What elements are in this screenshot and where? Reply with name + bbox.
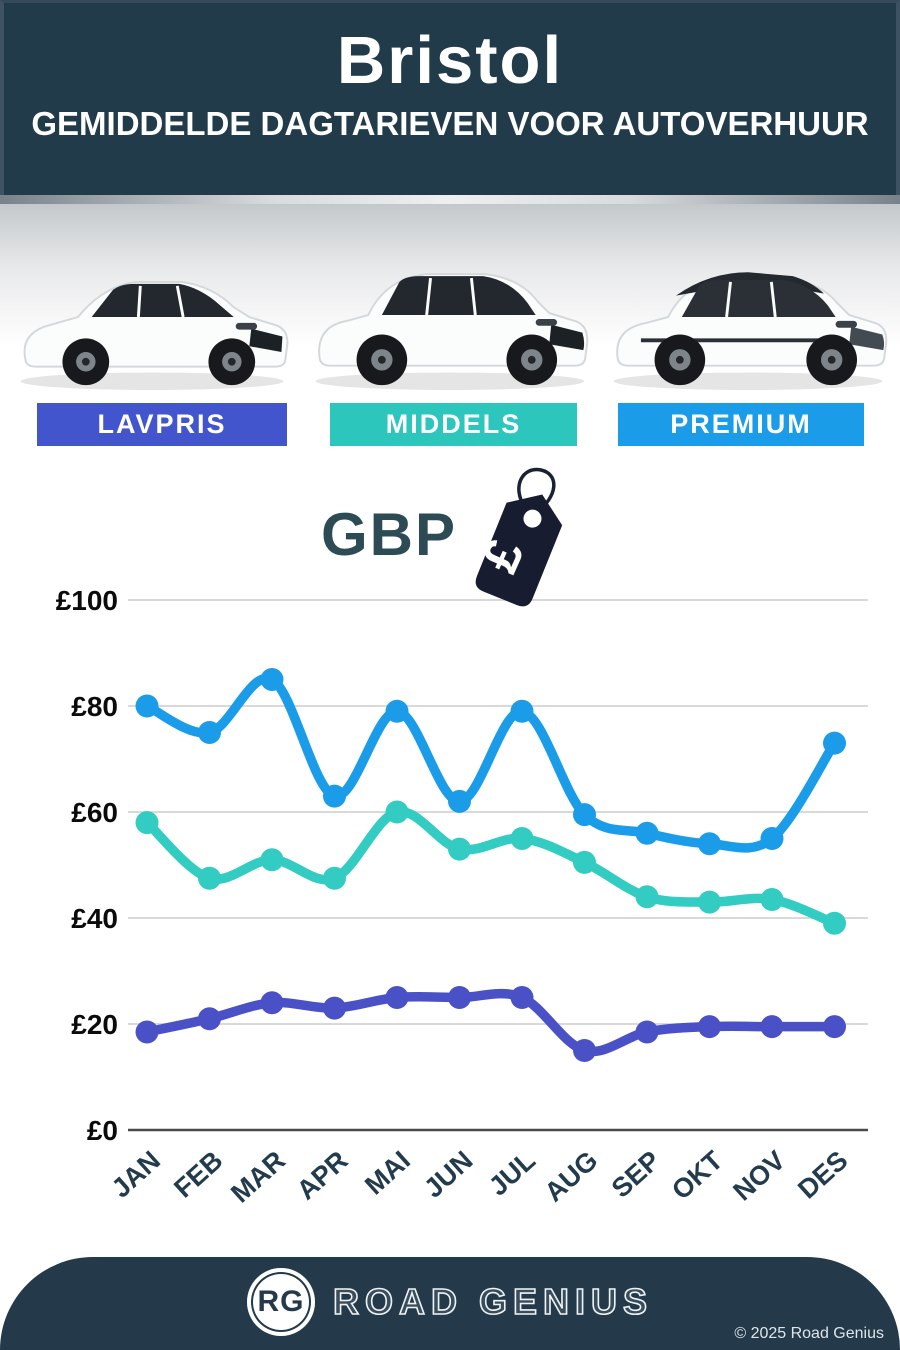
svg-text:£0: £0 xyxy=(87,1115,118,1146)
road-genius-logo-icon: RG xyxy=(246,1268,315,1336)
currency-label: GBP xyxy=(320,501,458,568)
svg-text:APR: APR xyxy=(291,1145,353,1205)
brand-name: ROAD GENIUS xyxy=(332,1280,654,1323)
svg-text:MAR: MAR xyxy=(225,1145,291,1208)
svg-text:£100: £100 xyxy=(56,585,118,616)
budget-car-image xyxy=(20,280,289,390)
svg-text:NOV: NOV xyxy=(727,1145,791,1206)
svg-text:AUG: AUG xyxy=(539,1145,604,1207)
svg-text:OKT: OKT xyxy=(666,1145,729,1206)
header: Bristol GEMIDDELDE DAGTARIEVEN VOOR AUTO… xyxy=(0,0,900,195)
svg-text:£40: £40 xyxy=(71,903,118,934)
metallic-divider xyxy=(0,195,900,204)
page-title: Bristol xyxy=(336,23,564,98)
price-tag-icon: £ xyxy=(471,467,563,607)
svg-text:SEP: SEP xyxy=(606,1145,666,1203)
tier-label-budget: LAVPRIS xyxy=(37,403,287,446)
tier-label-midrange: MIDDELS xyxy=(330,403,577,446)
car-images-row xyxy=(0,204,900,403)
premium-car-image xyxy=(613,272,888,390)
footer-brand-row: RG ROAD GENIUS xyxy=(0,1257,900,1336)
svg-text:£20: £20 xyxy=(71,1009,118,1040)
svg-text:£60: £60 xyxy=(71,797,118,828)
copyright-text: © 2025 Road Genius xyxy=(734,1325,884,1342)
svg-text:MAI: MAI xyxy=(359,1145,416,1200)
currency-block: GBP £ xyxy=(0,462,900,614)
svg-text:DES: DES xyxy=(792,1145,853,1204)
tier-label-premium: PREMIUM xyxy=(618,403,864,446)
midrange-car-image xyxy=(315,273,589,390)
svg-text:JUL: JUL xyxy=(483,1145,541,1201)
svg-text:JAN: JAN xyxy=(106,1145,166,1203)
page-subtitle: GEMIDDELDE DAGTARIEVEN VOOR AUTOVERHUUR xyxy=(31,105,869,142)
svg-text:FEB: FEB xyxy=(168,1145,228,1203)
footer: RG ROAD GENIUS © 2025 Road Genius xyxy=(0,1257,900,1350)
svg-text:£80: £80 xyxy=(71,691,118,722)
svg-text:JUN: JUN xyxy=(418,1145,478,1203)
logo-initials: RG xyxy=(257,1285,305,1318)
